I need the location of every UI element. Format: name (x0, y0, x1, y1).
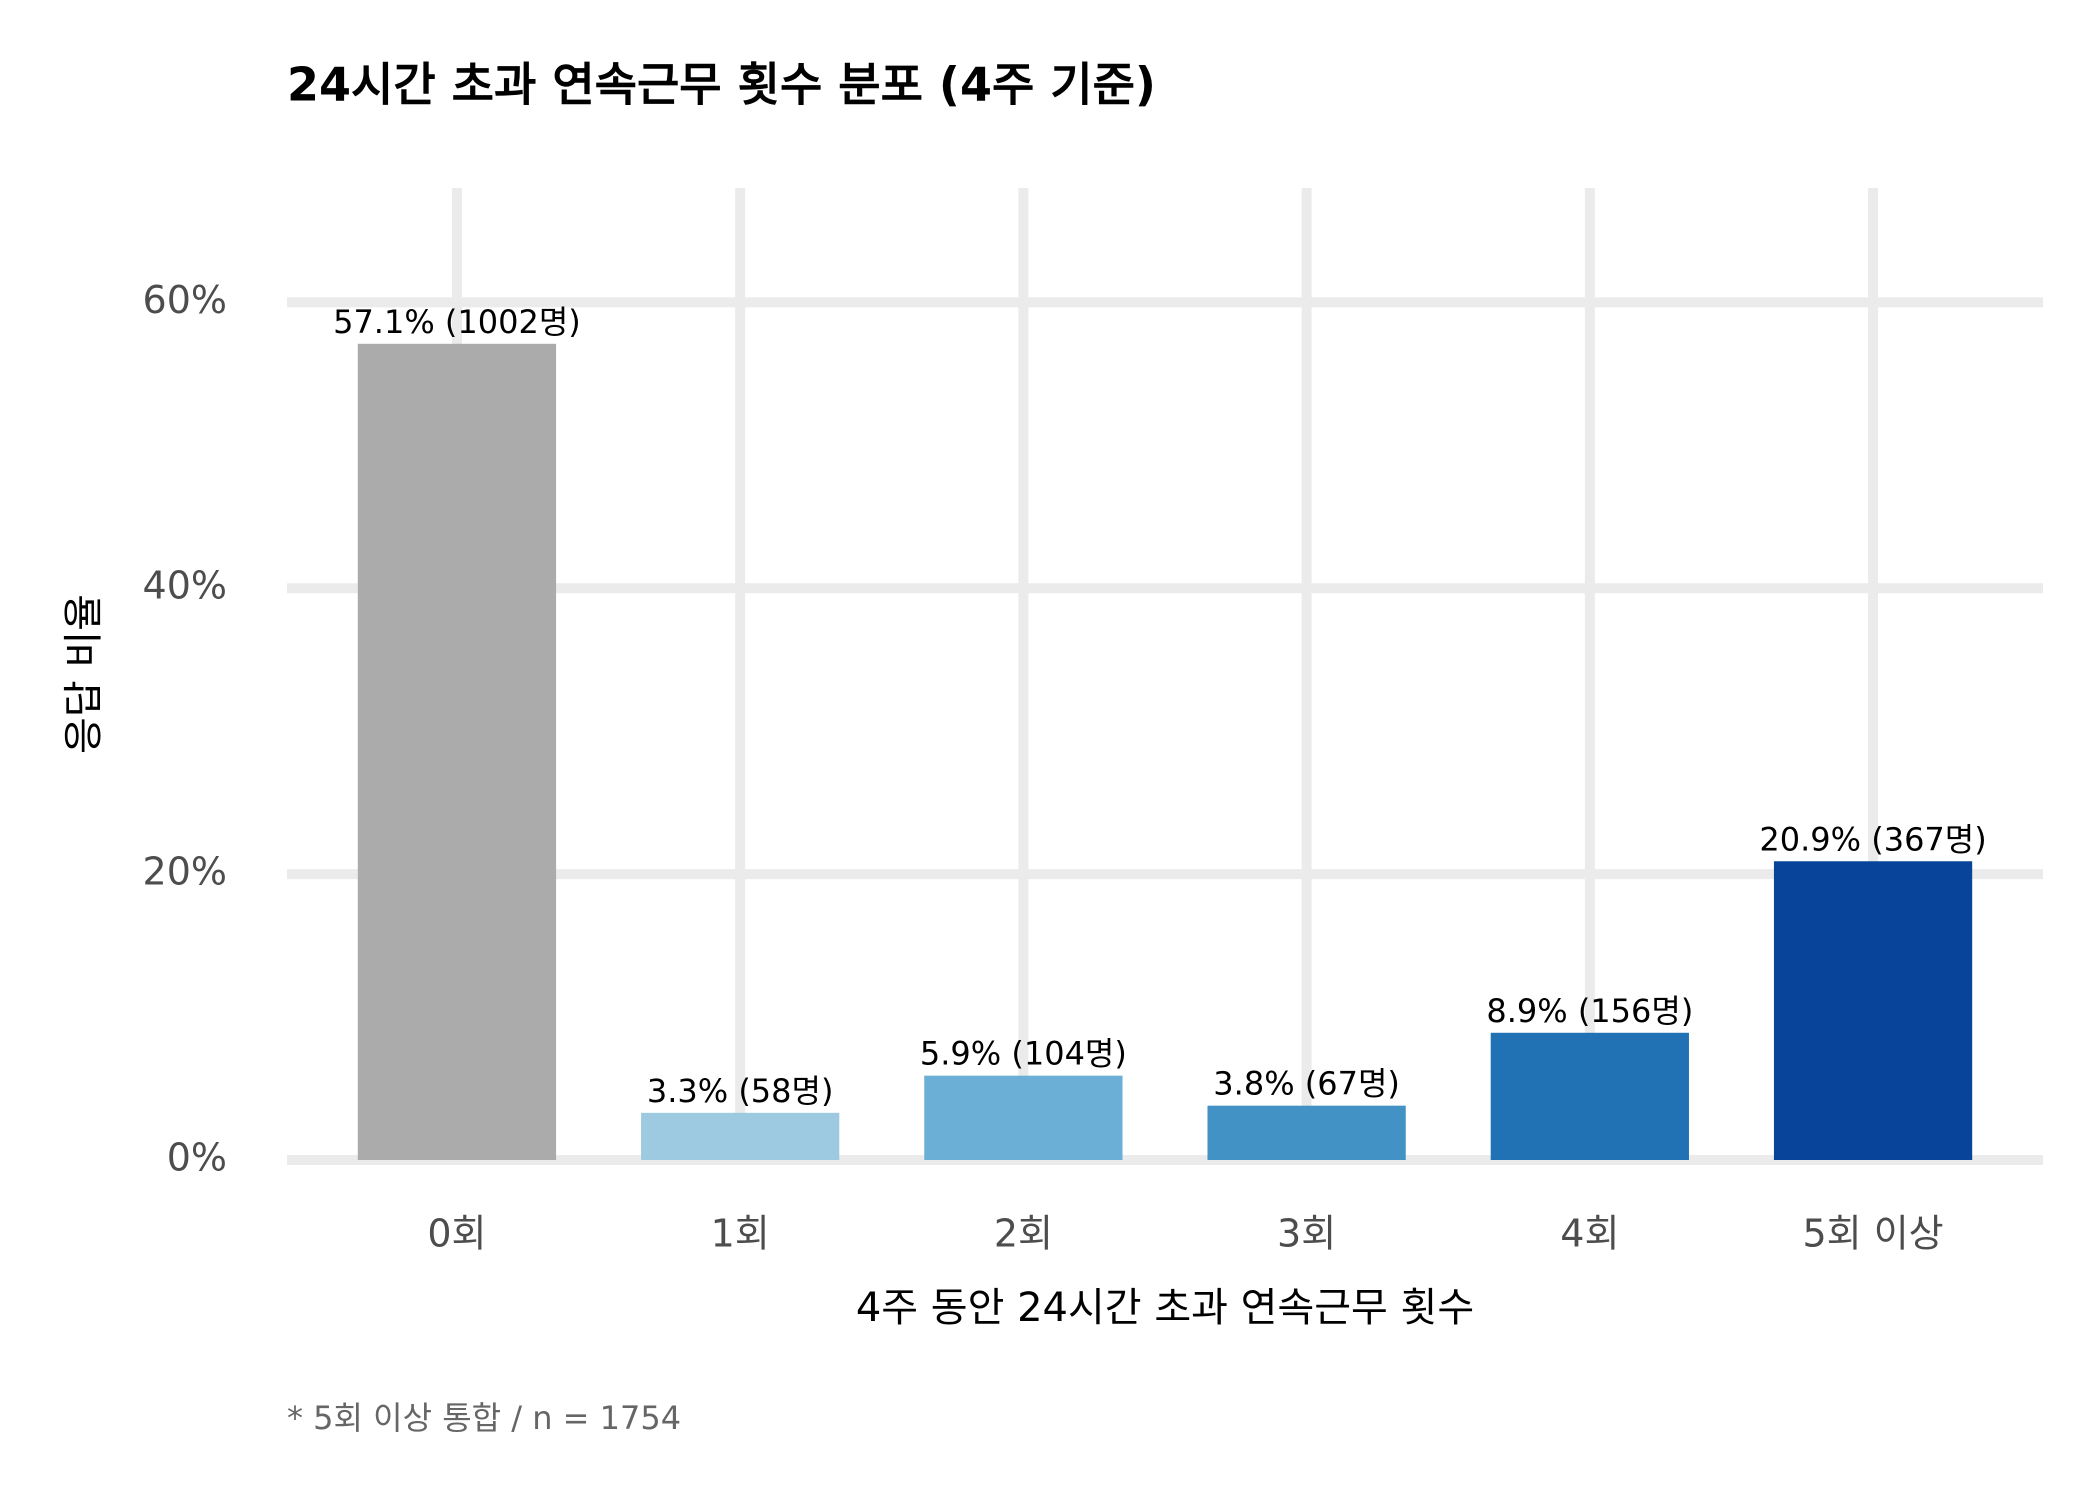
y-tick-label: 60% (143, 278, 227, 322)
x-tick-label: 1회 (711, 1212, 770, 1256)
bar (1490, 1032, 1689, 1160)
chart-title: 24시간 초과 연속근무 횟수 분포 (4주 기준) (287, 58, 1156, 112)
value-label: 3.8% (67명) (1213, 1065, 1400, 1103)
x-tick-label: 4회 (1560, 1212, 1619, 1256)
y-tick-label: 0% (167, 1136, 227, 1180)
value-label: 8.9% (156명) (1486, 992, 1693, 1030)
x-tick-label: 0회 (427, 1212, 486, 1256)
caption: * 5회 이상 통합 / n = 1754 (287, 1399, 681, 1437)
value-label: 57.1% (1002명) (333, 303, 581, 341)
bar (357, 343, 557, 1160)
value-label: 3.3% (58명) (647, 1072, 834, 1110)
x-tick-label: 3회 (1277, 1212, 1336, 1256)
x-tick-label: 5회 이상 (1802, 1212, 1943, 1256)
y-tick-label: 20% (143, 850, 227, 894)
bar (924, 1075, 1123, 1160)
x-axis-title: 4주 동안 24시간 초과 연속근무 횟수 (856, 1285, 1474, 1331)
value-label: 5.9% (104명) (920, 1035, 1127, 1073)
y-tick-label: 40% (143, 564, 227, 608)
bar (641, 1112, 840, 1160)
bar (1773, 861, 1973, 1160)
y-axis-title: 응답 비율 (61, 594, 107, 754)
value-label: 20.9% (367명) (1759, 820, 1986, 858)
bar (1207, 1105, 1406, 1160)
x-tick-label: 2회 (994, 1212, 1053, 1256)
